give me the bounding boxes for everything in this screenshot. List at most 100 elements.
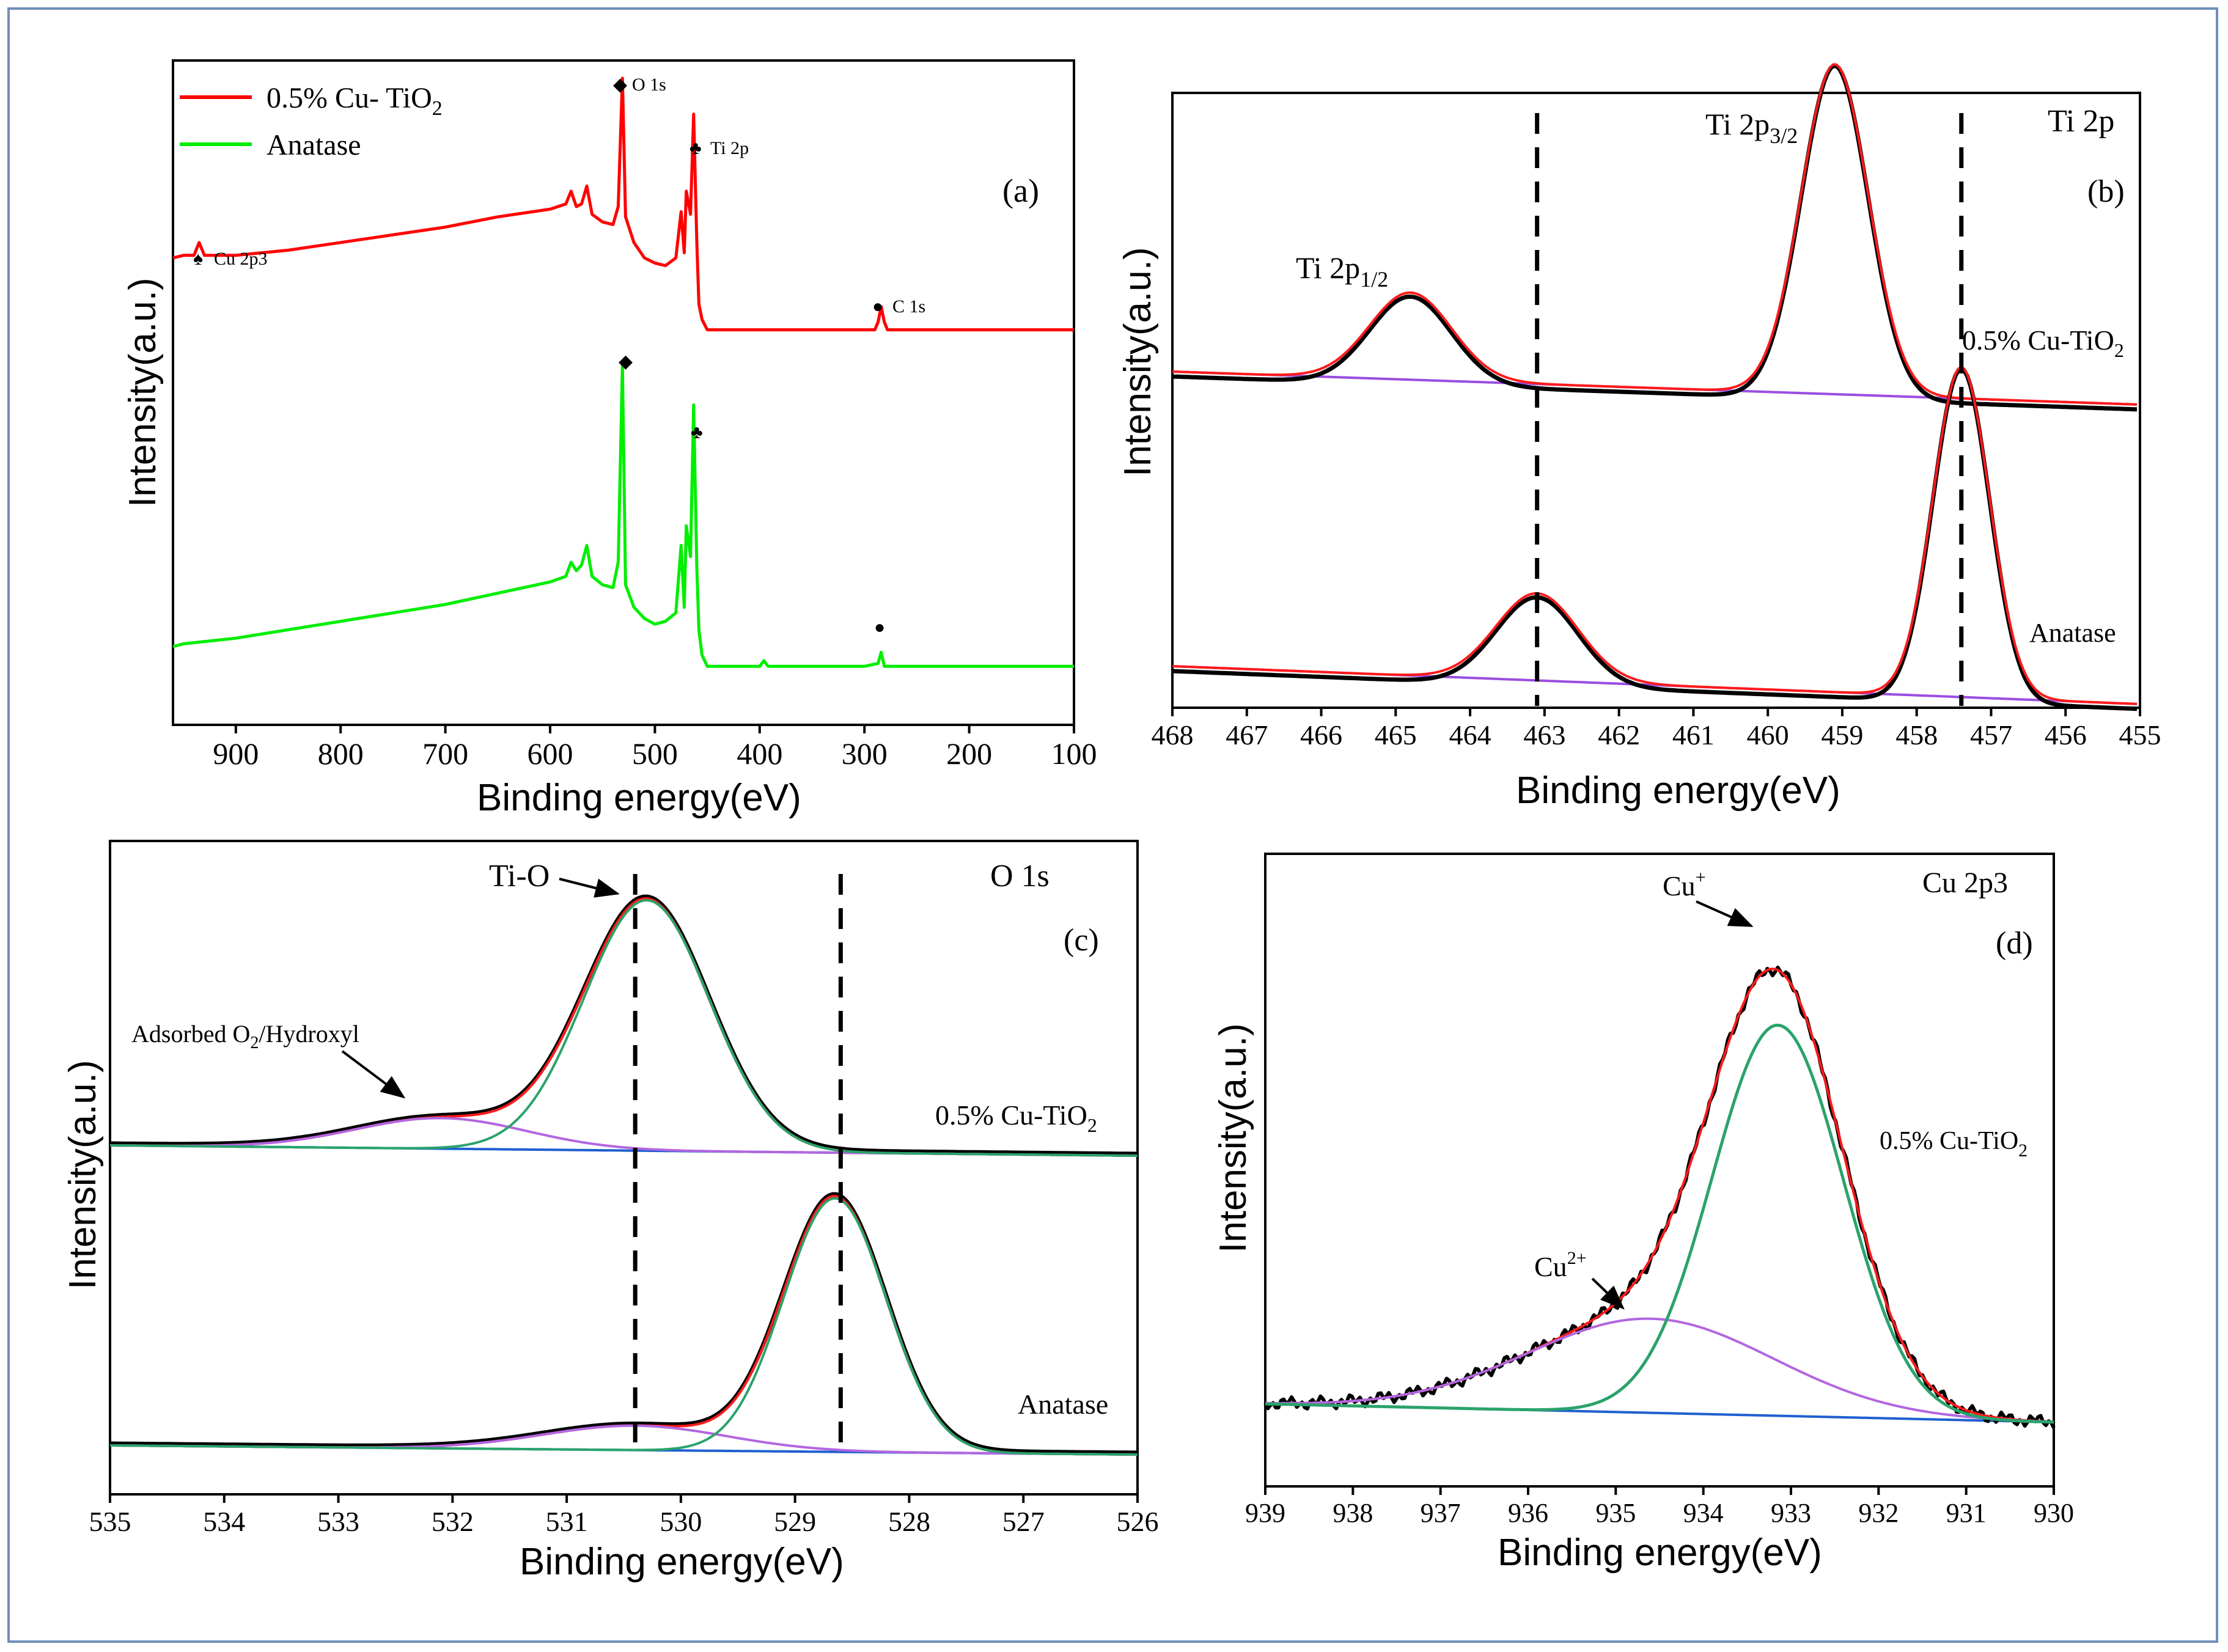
- label-c1s: C 1s: [892, 296, 925, 317]
- peak-label-cu-2plus: Cu2+: [1534, 1248, 1587, 1282]
- x-tick-label: 937: [1421, 1498, 1461, 1528]
- raw-data-line: [1172, 64, 2138, 412]
- arrow-ti-o: [559, 878, 620, 898]
- marker-o1s: ◆: [613, 75, 627, 95]
- peak-label-ti2p12: Ti 2p1/2: [1296, 251, 1388, 292]
- x-tick-label: 500: [632, 736, 678, 771]
- series-group: [1263, 965, 2056, 1429]
- panel-b-plot: 468 467 466 465 464 463 462 461 460 459 458 457 456 4…: [1152, 63, 2161, 751]
- panel-title: Ti 2p: [2048, 104, 2114, 139]
- x-axis-label: Binding energy(eV): [477, 777, 801, 819]
- plot-frame: [1264, 853, 2055, 1488]
- legend-label-anatase: Anatase: [267, 129, 361, 161]
- x-axis-ticks: 468 467 466 465 464 463 462 461 460 459 458 457 456 4…: [1152, 708, 2161, 751]
- x-tick-label: 933: [1771, 1498, 1811, 1528]
- sample-label-cu-tio2: 0.5% Cu-TiO2: [1880, 1127, 2028, 1161]
- panel-tag: (b): [2087, 174, 2125, 209]
- x-tick-label: 534: [203, 1506, 245, 1537]
- y-axis-label: Intensity(a.u.): [122, 277, 164, 507]
- x-tick-label: 462: [1598, 719, 1640, 751]
- x-tick-label: 800: [318, 736, 364, 771]
- legend-label-cu-tio2: 0.5% Cu- TiO2: [267, 82, 443, 120]
- label-ti2p: Ti 2p: [710, 138, 749, 158]
- x-axis-label: Binding energy(eV): [1516, 769, 1840, 812]
- x-tick-label: 936: [1508, 1498, 1548, 1528]
- plot-frame: [109, 840, 1139, 1496]
- x-tick-label: 458: [1895, 719, 1938, 751]
- x-tick-label: 934: [1683, 1498, 1724, 1528]
- x-tick-label: 530: [660, 1506, 702, 1537]
- x-tick-label: 931: [1946, 1498, 1987, 1528]
- x-axis-label: Binding energy(eV): [520, 1541, 844, 1583]
- marker-o1s-anatase: ◆: [619, 351, 633, 372]
- x-tick-label: 900: [213, 736, 259, 771]
- x-tick-label: 529: [774, 1506, 816, 1537]
- component-fit-line: [1265, 1317, 2054, 1423]
- x-tick-label: 459: [1821, 719, 1863, 751]
- x-tick-label: 533: [317, 1506, 359, 1537]
- x-axis-ticks: 939 938 937 936 935 934 933 932 931 930: [1245, 1486, 2074, 1528]
- panel-a: 900 800 700 600 500 400 300 200 100 0.5% Cu- TiO…: [0, 0, 1100, 825]
- x-tick-label: 700: [422, 736, 468, 771]
- arrow-cu-2plus: [1591, 1277, 1625, 1310]
- sample-label-anatase: Anatase: [2029, 618, 2116, 648]
- marker-cu2p3: ♠: [193, 249, 203, 269]
- x-tick-label: 460: [1747, 719, 1789, 751]
- panel-tag: (d): [1996, 926, 2033, 961]
- panel-tag: (a): [1002, 172, 1039, 209]
- panel-tag: (c): [1064, 923, 1099, 958]
- x-tick-label: 600: [528, 736, 573, 771]
- envelope-fit-line: [1265, 967, 2054, 1423]
- peak-label-cu-plus: Cu+: [1663, 867, 1706, 901]
- component-fit-line: [1265, 1023, 2054, 1424]
- y-axis-label: Intensity(a.u.): [62, 1060, 104, 1290]
- raw-data-line: [1263, 965, 2056, 1429]
- x-axis-ticks: 900 800 700 600 500 400 300 200 100: [213, 725, 1097, 771]
- arrow-adsorbed: [341, 1050, 406, 1099]
- x-tick-label: 100: [1051, 736, 1097, 771]
- plot-frame: [1171, 92, 2141, 709]
- x-tick-label: 528: [888, 1506, 930, 1537]
- raw-data-line: [1172, 366, 2138, 711]
- panel-title: Cu 2p3: [1922, 867, 2008, 899]
- x-tick-label: 300: [842, 736, 888, 771]
- figure-frame: [7, 7, 2218, 1643]
- x-tick-label: 467: [1226, 719, 1268, 751]
- component-fit-line: [109, 899, 1138, 1157]
- x-tick-label: 463: [1523, 719, 1565, 751]
- envelope-fit-line: [1172, 63, 2138, 406]
- y-axis-label: Intensity(a.u.): [1117, 247, 1159, 477]
- raw-data-line: [110, 1192, 1138, 1455]
- panel-c: 535 534 533 532 531 530 529 528 527 526 Ti-O Adso…: [0, 837, 1161, 1650]
- x-tick-label: 461: [1672, 719, 1715, 751]
- x-tick-label: 466: [1300, 719, 1342, 751]
- x-axis-ticks: 535 534 533 532 531 530 529 528 527 526: [89, 1494, 1159, 1537]
- panel-c-plot: 535 534 533 532 531 530 529 528 527 526 Ti-O Adso…: [89, 840, 1159, 1537]
- x-tick-label: 938: [1333, 1498, 1373, 1528]
- x-tick-label: 531: [546, 1506, 588, 1537]
- x-tick-label: 527: [1002, 1506, 1045, 1537]
- x-tick-label: 930: [2034, 1498, 2074, 1528]
- marker-ti2p-anatase: ♣: [691, 422, 703, 442]
- marker-ti2p: ♣: [689, 138, 702, 158]
- x-tick-label: 532: [432, 1506, 474, 1537]
- panel-b: 468 467 466 465 464 463 462 461 460 459 458 457 456 4…: [1112, 0, 2225, 825]
- x-tick-label: 526: [1117, 1506, 1159, 1537]
- peak-label-adsorbed: Adsorbed O2/Hydroxyl: [131, 1020, 359, 1052]
- peak-label-ti-o: Ti-O: [489, 859, 550, 894]
- label-o1s: O 1s: [632, 75, 666, 95]
- x-tick-label: 455: [2119, 719, 2161, 751]
- sample-label-anatase: Anatase: [1018, 1389, 1108, 1420]
- peak-label-ti2p32: Ti 2p3/2: [1705, 107, 1798, 148]
- series-group: [1172, 63, 2138, 711]
- x-tick-label: 935: [1595, 1498, 1636, 1528]
- x-tick-label: 464: [1449, 719, 1491, 751]
- series-group: [172, 76, 1074, 668]
- panel-d: 939 938 937 936 935 934 933 932 931 930 Cu+ Cu2+ …: [1174, 837, 2225, 1650]
- series-line: [172, 364, 1074, 668]
- plot-frame: [172, 59, 1075, 726]
- y-axis-label: Intensity(a.u.): [1212, 1023, 1254, 1253]
- label-cu2p3: Cu 2p3: [214, 249, 268, 269]
- envelope-fit-line: [110, 1195, 1138, 1456]
- sample-label-cu-tio2: 0.5% Cu-TiO2: [1962, 325, 2124, 361]
